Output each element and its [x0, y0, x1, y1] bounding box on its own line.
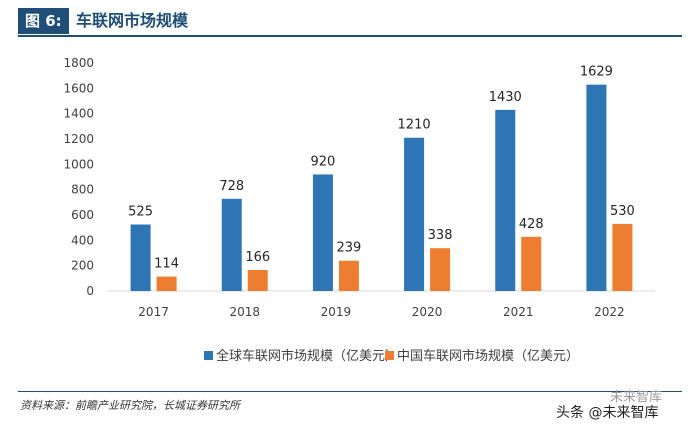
data-label-global: 920 — [311, 154, 336, 169]
data-label-china: 338 — [428, 228, 453, 243]
bar-global — [130, 224, 151, 291]
bar-global — [312, 174, 333, 291]
data-label-china: 239 — [337, 241, 362, 256]
y-tick-label: 0 — [86, 284, 94, 298]
watermark-text: 头条 @未来智库 — [556, 405, 659, 421]
data-label-china: 114 — [154, 257, 179, 272]
data-label-china: 530 — [610, 204, 635, 219]
y-tick-label: 1000 — [63, 157, 94, 171]
figure-label: 图 6: — [18, 8, 69, 34]
legend-swatch-global — [204, 351, 213, 360]
data-label-global: 1629 — [580, 65, 613, 80]
figure-title: 车联网市场规模 — [76, 11, 189, 30]
y-tick-label: 1800 — [63, 56, 94, 70]
bar-china — [247, 269, 268, 291]
data-label-global: 728 — [219, 179, 244, 194]
data-label-china: 166 — [245, 250, 270, 265]
bar-china — [521, 236, 542, 291]
y-tick-label: 1200 — [63, 132, 94, 146]
bar-global — [221, 198, 242, 291]
x-tick-label: 2021 — [503, 305, 534, 319]
x-tick-label: 2018 — [229, 305, 260, 319]
data-label-global: 1210 — [398, 118, 431, 133]
bar-china — [156, 276, 177, 291]
footer-rule — [18, 391, 682, 392]
legend-label-global: 全球车联网市场规模（亿美元） — [216, 348, 398, 364]
bar-china — [612, 223, 633, 291]
x-tick-label: 2020 — [412, 305, 443, 319]
source-note: 资料来源：前瞻产业研究院，长城证券研究所 — [20, 399, 240, 412]
data-label-china: 428 — [519, 217, 544, 232]
y-tick-label: 1400 — [63, 107, 94, 121]
y-tick-label: 600 — [71, 208, 94, 222]
bar-china — [338, 260, 359, 291]
data-label-global: 1430 — [489, 90, 522, 105]
y-tick-label: 200 — [71, 259, 94, 273]
bar-global — [404, 137, 425, 291]
bar-global — [586, 84, 607, 291]
bars-group: 525 114 728 166 920 239 1210 338 1430 428 1629 530 — [128, 65, 635, 291]
legend-swatch-china — [385, 351, 394, 360]
y-axis: 0 200 400 600 800 1000 1200 1400 1600 1800 — [63, 56, 94, 298]
data-label-global: 525 — [128, 205, 153, 220]
y-tick-label: 1600 — [63, 81, 94, 95]
legend: 全球车联网市场规模（亿美元） 中国车联网市场规模（亿美元） — [204, 348, 579, 364]
y-tick-label: 800 — [71, 183, 94, 197]
x-axis: 2017 2018 2019 2020 2021 2022 — [138, 305, 624, 319]
x-tick-label: 2019 — [321, 305, 352, 319]
legend-label-china: 中国车联网市场规模（亿美元） — [397, 348, 579, 364]
x-tick-label: 2017 — [138, 305, 169, 319]
figure-header: 图 6: 车联网市场规模 — [18, 8, 682, 34]
bar-china — [430, 248, 451, 291]
header-rule — [18, 35, 682, 37]
watermark-logo-text: 未来智库 — [610, 390, 663, 405]
bar-global — [495, 109, 516, 291]
y-tick-label: 400 — [71, 233, 94, 247]
x-tick-label: 2022 — [594, 305, 625, 319]
